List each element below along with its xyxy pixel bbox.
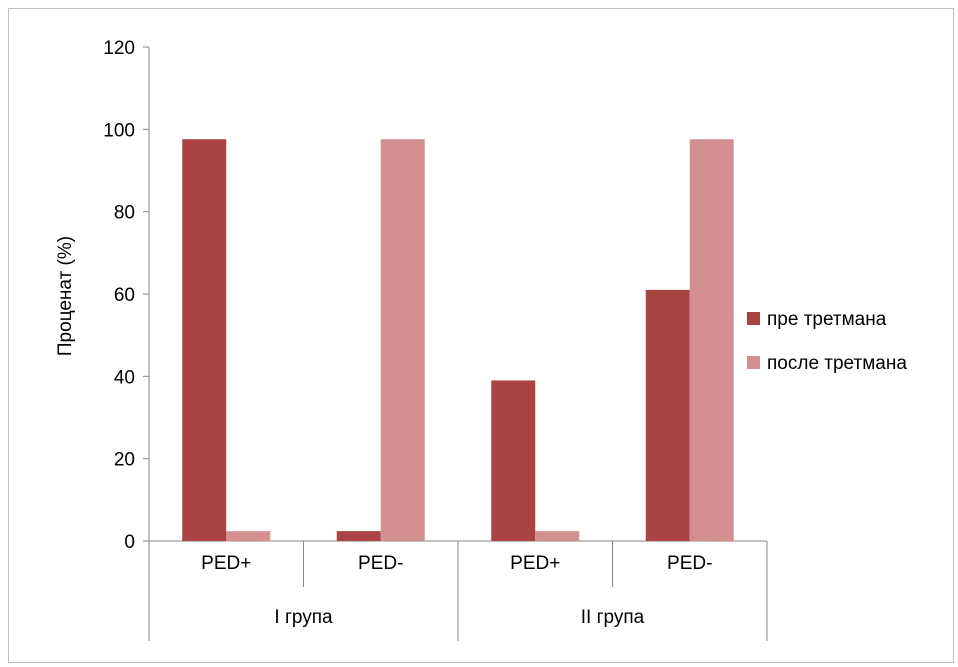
y-tick-label: 0 xyxy=(124,532,135,553)
bar-post-3 xyxy=(689,139,734,542)
bar-chart: 0 20 40 60 80 100 120 Проценат (%) PED+ PED- PED+ P… xyxy=(55,38,907,641)
y-tick-label: 120 xyxy=(103,38,135,59)
y-tick-label: 100 xyxy=(103,120,135,141)
x-tick-label: PED- xyxy=(358,553,403,574)
bar-post-0 xyxy=(226,531,271,541)
chart-area: 0 20 40 60 80 100 120 Проценат (%) PED+ PED- PED+ P… xyxy=(8,8,954,663)
bar-pre-3 xyxy=(645,289,690,541)
x-tick-label: PED- xyxy=(667,553,712,574)
y-tick-label: 80 xyxy=(114,203,135,224)
y-axis-title: Проценат (%) xyxy=(55,236,76,356)
x-tick-label: PED+ xyxy=(510,553,560,574)
legend-label: после третмана xyxy=(767,353,907,374)
bars xyxy=(182,139,734,542)
y-tick-label: 40 xyxy=(114,367,135,388)
x-group-label: I група xyxy=(274,607,333,628)
labels: 0 20 40 60 80 100 120 Проценат (%) PED+ PED- PED+ P… xyxy=(55,38,712,628)
legend-swatch xyxy=(747,356,760,369)
bar-pre-1 xyxy=(336,531,381,541)
x-group-label: II група xyxy=(581,607,645,628)
legend-swatch xyxy=(747,312,760,325)
bar-pre-0 xyxy=(182,139,227,542)
bar-pre-2 xyxy=(491,380,536,541)
legend-label: пре третмана xyxy=(767,309,887,330)
x-tick-label: PED+ xyxy=(201,553,251,574)
y-tick-label: 20 xyxy=(114,450,135,471)
y-tick-label: 60 xyxy=(114,285,135,306)
legend: пре третмана после третмана xyxy=(747,309,907,374)
bar-post-2 xyxy=(535,531,580,541)
bar-post-1 xyxy=(380,139,425,542)
